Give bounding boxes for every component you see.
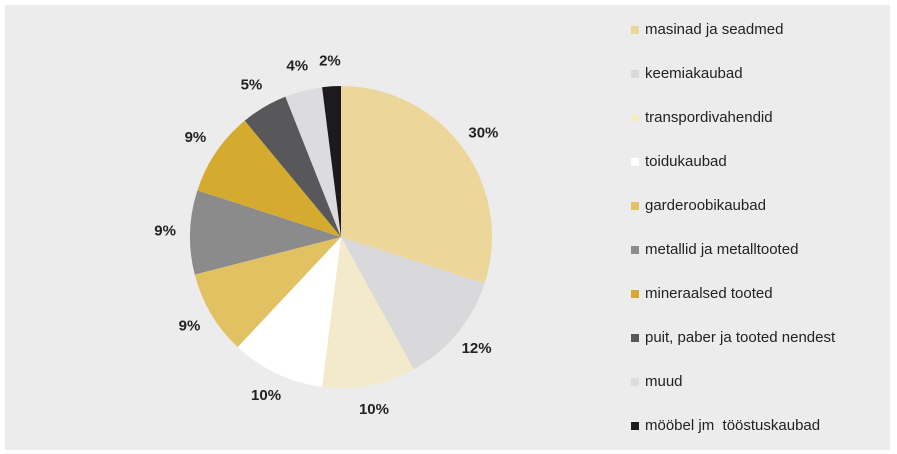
data-label: 10% (359, 401, 389, 418)
pie-slice (244, 96, 341, 237)
data-label: 5% (241, 76, 263, 93)
legend-label: puit, paber ja tooted nendest (645, 329, 836, 346)
data-label: 30% (468, 125, 498, 142)
legend-swatch (631, 290, 639, 298)
legend-label: keemiakaubad (645, 65, 743, 82)
pie-slice (190, 190, 341, 275)
data-label: 12% (462, 340, 492, 357)
pie-slice (237, 237, 341, 387)
legend-label: muud (645, 373, 683, 390)
legend-swatch (631, 70, 639, 78)
legend-swatch (631, 246, 639, 254)
legend-label: metallid ja metalltooted (645, 241, 798, 258)
pie-slice (197, 120, 341, 237)
pie-slice (322, 86, 341, 237)
legend-swatch (631, 422, 639, 430)
data-label: 9% (179, 318, 201, 335)
legend-swatch (631, 158, 639, 166)
pie-slice (341, 86, 492, 284)
legend-swatch (631, 26, 639, 34)
legend-swatch (631, 334, 639, 342)
data-label: 4% (286, 57, 308, 74)
legend-label: transpordivahendid (645, 109, 773, 126)
legend-label: masinad ja seadmed (645, 21, 783, 38)
legend-swatch (631, 202, 639, 210)
data-label: 10% (251, 387, 281, 404)
pie-slice (322, 237, 414, 388)
legend-swatch (631, 378, 639, 386)
legend-label: garderoobikaubad (645, 197, 766, 214)
pie-slice (285, 87, 341, 238)
pie-slice (341, 237, 485, 370)
data-label: 9% (185, 129, 207, 146)
data-label: 9% (154, 222, 176, 239)
legend-label: toidukaubad (645, 153, 727, 170)
pie-slice (194, 237, 341, 348)
data-label: 2% (319, 52, 341, 69)
legend-swatch (631, 114, 639, 122)
legend-label: mööbel jm tööstuskaubad (645, 417, 820, 434)
legend-label: mineraalsed tooted (645, 285, 773, 302)
